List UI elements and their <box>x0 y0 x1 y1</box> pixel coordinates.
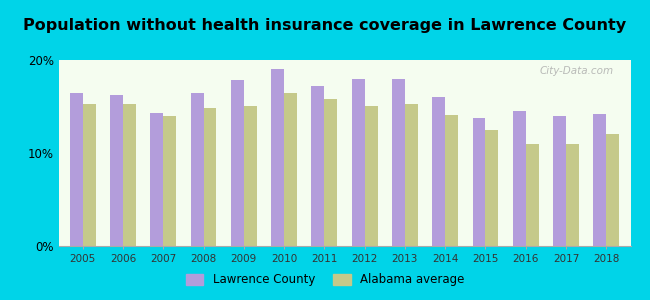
Bar <box>445 115 458 246</box>
Bar <box>352 79 365 246</box>
Bar <box>311 86 324 246</box>
Bar <box>163 116 176 246</box>
Bar <box>190 92 203 246</box>
Bar <box>203 108 216 246</box>
Bar <box>244 106 257 246</box>
Bar <box>566 144 579 246</box>
Bar <box>231 80 244 246</box>
Bar <box>432 97 445 246</box>
Bar <box>553 116 566 246</box>
Bar <box>513 111 526 246</box>
Bar <box>606 134 619 246</box>
Text: City-Data.com: City-Data.com <box>540 66 614 76</box>
Bar <box>70 92 83 246</box>
Bar <box>392 79 405 246</box>
Bar <box>123 104 136 246</box>
Bar <box>473 118 486 246</box>
Bar <box>110 95 123 246</box>
Text: Population without health insurance coverage in Lawrence County: Population without health insurance cove… <box>23 18 627 33</box>
Bar <box>83 104 96 246</box>
Bar <box>150 113 163 246</box>
Bar <box>526 144 539 246</box>
Bar <box>486 130 499 246</box>
Bar <box>365 106 378 246</box>
Bar <box>324 99 337 246</box>
Bar <box>593 114 606 246</box>
Bar <box>284 92 297 246</box>
Bar <box>405 104 418 246</box>
Legend: Lawrence County, Alabama average: Lawrence County, Alabama average <box>181 269 469 291</box>
Bar <box>271 69 284 246</box>
